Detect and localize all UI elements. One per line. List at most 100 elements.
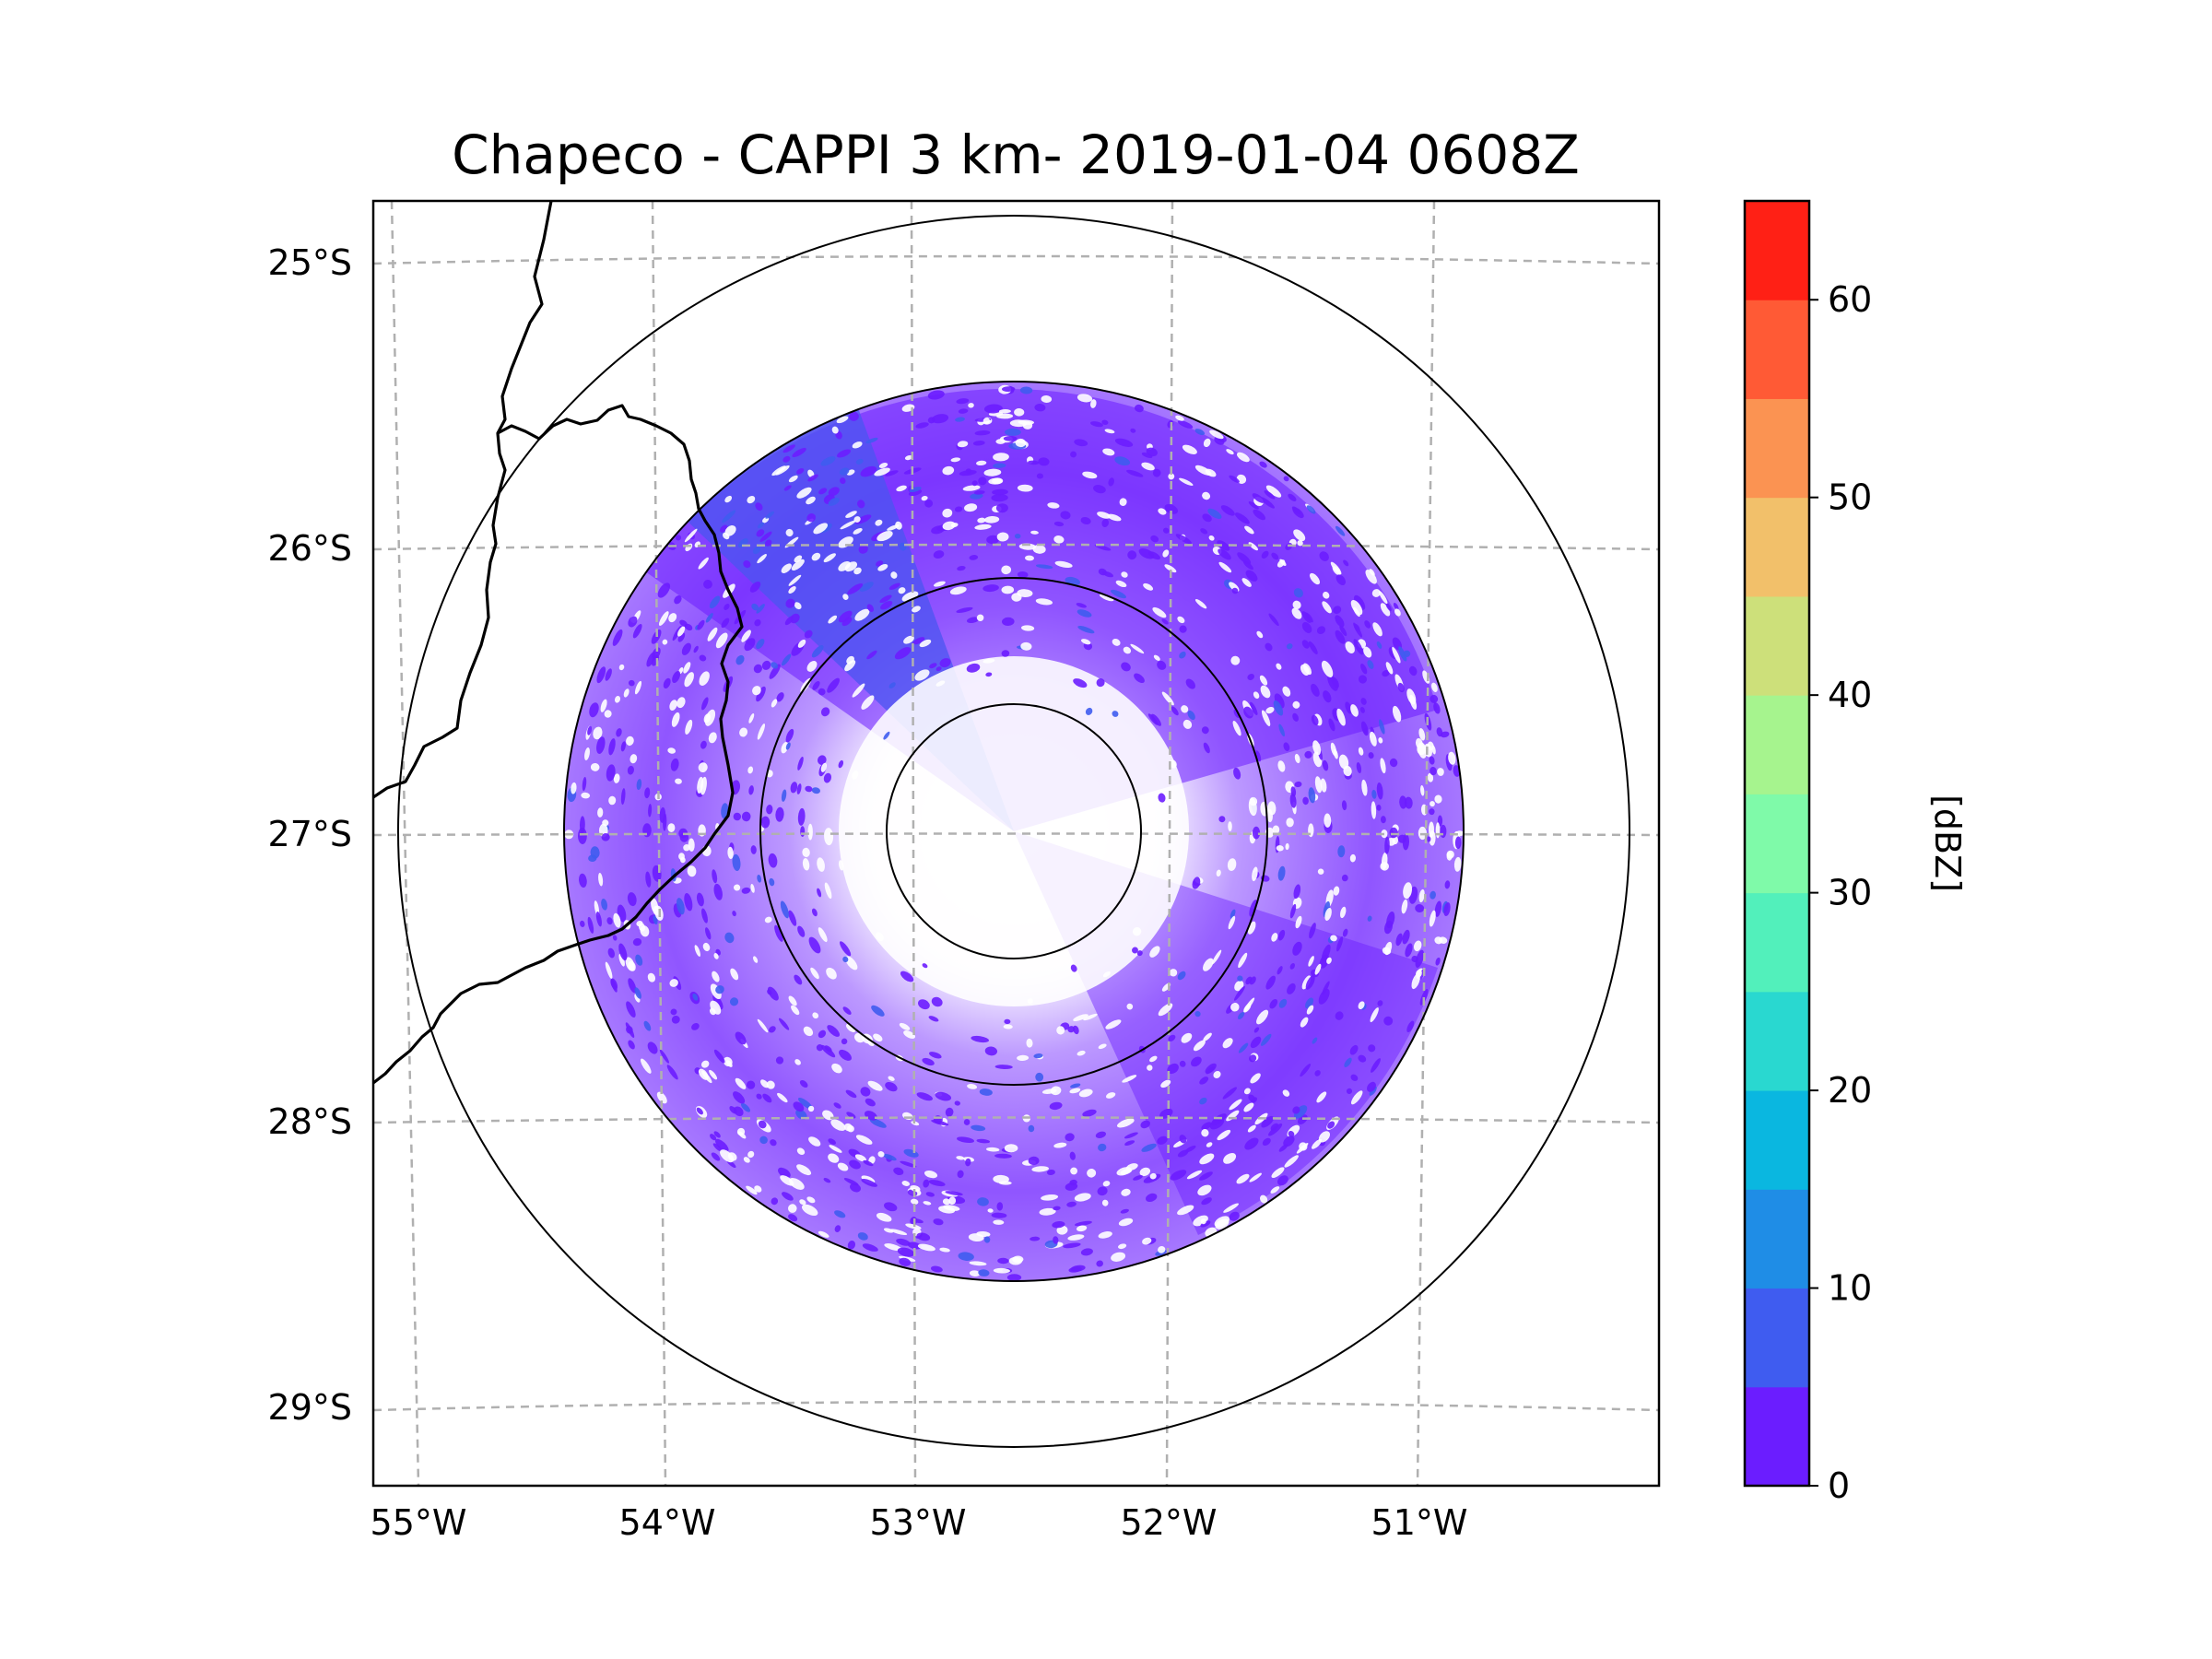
echo-speckle [1364, 620, 1371, 629]
echo-speckle [831, 1063, 842, 1074]
echo-speckle [945, 1191, 963, 1196]
echo-speckle [817, 888, 822, 898]
echo-speckle [658, 611, 669, 627]
echo-speckle [776, 692, 784, 702]
echo-speckle [1068, 1266, 1082, 1273]
echo-speckle [626, 1001, 636, 1018]
echo-speckle [1290, 786, 1297, 797]
echo-speckle [755, 502, 763, 511]
echo-speckle [910, 1198, 919, 1205]
echo-speckle [828, 497, 840, 506]
echo-speckle [1367, 915, 1372, 922]
echo-speckle [849, 411, 859, 421]
echo-speckle [890, 571, 898, 579]
echo-speckle [1083, 1013, 1098, 1021]
echo-speckle [785, 528, 794, 537]
echo-speckle [785, 598, 795, 608]
echo-speckle [737, 538, 748, 548]
echo-speckle [1105, 1092, 1116, 1099]
echo-speckle [601, 832, 610, 841]
echo-speckle [741, 811, 751, 822]
echo-speckle [1186, 1170, 1203, 1180]
echo-speckle [897, 1247, 914, 1257]
echo-speckle [1309, 572, 1321, 585]
echo-speckle [766, 1080, 775, 1089]
echo-speckle [747, 766, 754, 774]
echo-speckle [958, 1252, 974, 1261]
echo-speckle [1260, 497, 1275, 509]
echo-speckle [675, 778, 682, 784]
echo-speckle [1177, 1205, 1194, 1216]
echo-speckle [657, 582, 671, 598]
echo-speckle [901, 1181, 911, 1186]
echo-speckle [1232, 721, 1241, 736]
echo-speckle [998, 1181, 1012, 1185]
echo-speckle [735, 1077, 747, 1089]
echo-speckle [971, 480, 978, 487]
echo-speckle [1353, 639, 1364, 655]
echo-speckle [712, 994, 724, 1010]
echo-speckle [1259, 1194, 1268, 1204]
echo-speckle [834, 1225, 841, 1232]
echo-speckle [636, 779, 642, 791]
echo-speckle [1202, 491, 1211, 500]
lat-axis: 25°S 26°S 27°S 28°S 29°S [268, 242, 352, 1428]
echo-speckle [1139, 1167, 1151, 1177]
echo-speckle [747, 495, 756, 504]
echo-speckle [753, 956, 759, 963]
echo-speckle [760, 816, 771, 829]
echo-speckle [903, 1030, 916, 1039]
echo-speckle [1384, 836, 1390, 854]
echo-speckle [855, 514, 872, 524]
echo-speckle [684, 623, 693, 631]
echo-speckle [1063, 1242, 1081, 1249]
echo-speckle [768, 853, 778, 868]
echo-speckle [863, 1159, 874, 1167]
echo-speckle [780, 900, 789, 919]
echo-speckle [1276, 845, 1284, 852]
echo-speckle [828, 1153, 840, 1163]
echo-speckle [677, 632, 686, 642]
echo-speckle [820, 456, 836, 466]
echo-speckle [1209, 1117, 1225, 1130]
range-ring-250km [563, 381, 1465, 1282]
echo-speckle [771, 662, 779, 669]
echo-speckle [1284, 1155, 1299, 1168]
echo-speckle [1321, 660, 1334, 677]
echo-speckle [684, 528, 698, 543]
echo-speckle [632, 623, 642, 639]
echo-speckle [1277, 929, 1286, 941]
echo-speckle [1218, 548, 1231, 560]
echo-speckle [1350, 1074, 1359, 1081]
echo-speckle [1446, 852, 1453, 861]
echo-speckle [1200, 1218, 1206, 1225]
echo-speckle [1238, 952, 1248, 969]
echo-speckle [838, 560, 851, 571]
echo-speckle [669, 700, 677, 711]
colorbar-band-25 [1745, 892, 1809, 993]
echo-speckle [743, 1157, 750, 1163]
echo-speckle [1418, 888, 1425, 903]
echo-speckle [1453, 856, 1462, 872]
echo-speckle [674, 595, 682, 605]
echo-speckle [681, 642, 691, 655]
lat-label-28: 28°S [268, 1101, 352, 1142]
echo-speckle [935, 666, 942, 672]
echo-speckle [914, 669, 930, 681]
echo-speckle [957, 1136, 974, 1144]
echo-speckle [992, 488, 1008, 496]
echo-speckle [1247, 673, 1255, 681]
echo-speckle [1427, 836, 1431, 842]
echo-speckle [678, 853, 685, 861]
echo-speckle [888, 1076, 895, 1081]
lon-axis: 55°W 54°W 53°W 52°W 51°W [371, 1502, 1468, 1543]
echo-speckle [1035, 564, 1053, 570]
echo-speckle [1143, 582, 1154, 591]
echo-speckle [1223, 1153, 1237, 1164]
echo-speckle [803, 1026, 814, 1037]
echo-speckle [1229, 475, 1240, 483]
echo-speckle [1218, 561, 1232, 573]
echo-speckle [1292, 1106, 1300, 1114]
echo-speckle [818, 688, 826, 696]
echo-speckle [956, 1156, 965, 1160]
